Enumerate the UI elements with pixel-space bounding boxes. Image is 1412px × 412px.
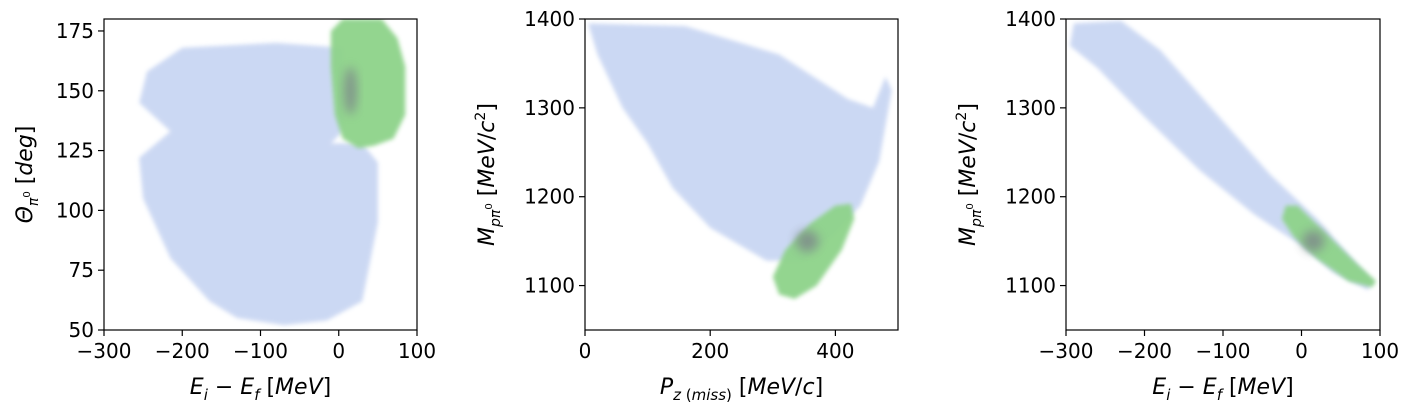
panel-3: −300 −200 −100 0 100 1100 1200 1300 1400 Ei − Ef… [954,7,1399,404]
panel-2-frame [584,18,899,331]
panel-3-density [1069,20,1377,291]
x-tick-label: −100 [1196,339,1251,363]
density-signal-core [795,230,819,252]
x-tick-label: −300 [77,339,132,363]
panel-3-ticks: −300 −200 −100 0 100 1100 1200 1300 1400 [1005,7,1399,363]
panel-2-density [588,23,892,299]
y-tick-label: 125 [56,139,94,163]
density-signal [1281,205,1377,288]
density-background [588,23,892,261]
density-background [139,42,378,326]
x-tick-label: −100 [233,339,288,363]
panel-2-ylabel: Mpπ0 [MeV/c2] [473,103,504,246]
y-tick-label: 1200 [524,185,575,209]
panel-2: 0 200 400 1100 1200 1300 1400 Pz (miss) [MeV/c… [473,7,899,404]
x-tick-label: 0 [579,339,592,363]
panel-1: −300 −200 −100 0 100 50 75 100 125 150 175 Ei − Ef… [13,18,436,404]
y-tick-label: 1200 [1005,185,1056,209]
y-tick-label: 1100 [1005,274,1056,298]
x-tick-label: 100 [1361,339,1399,363]
panel-3-xlabel: Ei − Ef [MeV] [1152,375,1293,404]
density-signal [330,19,406,149]
y-tick-label: 1400 [1005,7,1056,31]
x-tick-label: −300 [1039,339,1094,363]
x-tick-label: 0 [1295,339,1308,363]
panel-1-xlabel: Ei − Ef [MeV] [190,375,331,404]
y-tick-label: 150 [56,79,94,103]
y-tick-label: 1300 [524,96,575,120]
x-tick-label: 100 [398,339,436,363]
y-tick-label: 75 [69,258,94,282]
y-tick-label: 175 [56,19,94,43]
y-tick-label: 100 [56,198,94,222]
density-signal [772,203,855,299]
panel-1-density [139,19,406,326]
x-tick-label: −200 [155,339,210,363]
y-tick-label: 1300 [1005,96,1056,120]
y-tick-label: 50 [69,318,94,342]
panel-2-xlabel: Pz (miss) [MeV/c] [660,375,823,404]
panel-1-ylabel: Θπ0 [deg] [13,126,42,224]
panel-1-ticks: −300 −200 −100 0 100 50 75 100 125 150 175 [56,19,436,363]
density-signal-core [1302,230,1325,252]
x-tick-label: 0 [332,339,345,363]
x-tick-label: 200 [691,339,729,363]
density-signal-core [344,66,357,115]
x-tick-label: −200 [1117,339,1172,363]
panel-3-ylabel: Mpπ0 [MeV/c2] [954,103,985,246]
panel-2-ticks: 0 200 400 1100 1200 1300 1400 [524,7,854,363]
y-tick-label: 1100 [524,274,575,298]
y-tick-label: 1400 [524,7,575,31]
x-tick-label: 400 [816,339,854,363]
